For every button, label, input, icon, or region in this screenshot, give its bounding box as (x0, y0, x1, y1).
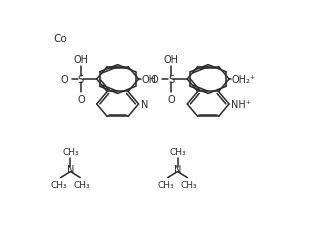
Text: O: O (60, 75, 68, 85)
Text: N: N (140, 99, 148, 109)
Text: OH₂⁺: OH₂⁺ (232, 75, 256, 85)
Text: OH: OH (164, 54, 179, 64)
Text: CH₃: CH₃ (50, 180, 67, 190)
Text: O: O (167, 95, 175, 105)
Text: Co: Co (53, 34, 67, 44)
Text: N: N (67, 165, 74, 175)
Text: CH₃: CH₃ (169, 147, 186, 156)
Text: CH₃: CH₃ (158, 180, 174, 190)
Text: CH₃: CH₃ (62, 147, 79, 156)
Text: NH⁺: NH⁺ (231, 99, 251, 109)
Text: O: O (151, 75, 158, 85)
Text: S: S (78, 75, 84, 85)
Text: CH₃: CH₃ (74, 180, 90, 190)
Text: O: O (77, 95, 85, 105)
Text: N: N (174, 165, 181, 175)
Text: OH: OH (73, 54, 89, 64)
Text: CH₃: CH₃ (181, 180, 198, 190)
Text: OH: OH (141, 75, 156, 85)
Text: S: S (168, 75, 174, 85)
